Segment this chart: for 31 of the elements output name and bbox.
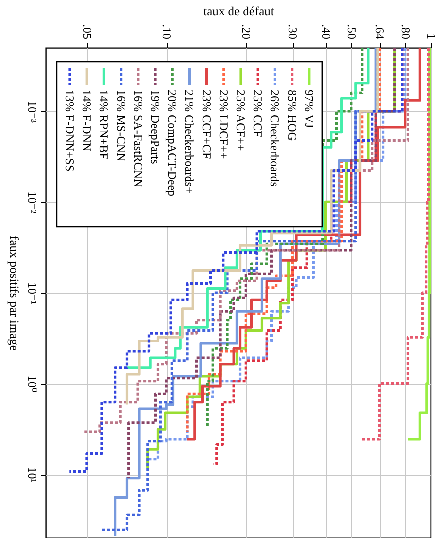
- y-tick-label: 10¹: [26, 467, 40, 484]
- legend-label: 19% DeepParts: [148, 90, 162, 165]
- x-tick-label: .40: [319, 24, 334, 40]
- x-tick-label: .10: [160, 24, 174, 40]
- legend-label: 25% ACF++: [234, 90, 248, 152]
- legend-label: 20% CompACT-Deep: [166, 90, 180, 197]
- x-axis-title: taux de défaut: [204, 4, 275, 18]
- legend-label: 97% VJ: [302, 90, 316, 128]
- y-tick-label: 10⁰: [26, 376, 40, 393]
- y-tick-label: 10⁻²: [26, 192, 40, 214]
- legend-label: 21% Checkerboards+: [182, 90, 197, 194]
- legend-label: 16% SA-FastRCNN: [131, 90, 146, 188]
- x-tick-label: 1: [424, 34, 438, 40]
- y-axis-title: faux positifs par image: [8, 236, 22, 352]
- legend-label: 85% HOG: [285, 90, 300, 142]
- x-tick-label: .64: [373, 24, 388, 40]
- y-tick-label: 10⁻¹: [26, 282, 40, 305]
- legend-label: 16% MS-CNN: [114, 90, 128, 162]
- legend-label: 23% CCF+CF: [200, 90, 214, 160]
- legend-label: 26% Checkerboards: [268, 90, 282, 188]
- legend-label: 25% CCF: [251, 90, 266, 138]
- x-tick-label: .05: [80, 24, 94, 40]
- x-tick-label: .80: [398, 24, 413, 40]
- legend-label: 13% F-DNN+SS: [63, 90, 77, 172]
- legend-label: 23% LDCF++: [216, 90, 231, 160]
- x-tick-label: .50: [344, 24, 359, 40]
- legend-label: 14% RPN+BF: [97, 90, 112, 160]
- x-tick-label: .20: [240, 24, 254, 40]
- legend-label: 14% F-DNN: [80, 90, 94, 152]
- x-tick-label: .30: [286, 24, 300, 40]
- y-tick-label: 10⁻³: [26, 100, 40, 124]
